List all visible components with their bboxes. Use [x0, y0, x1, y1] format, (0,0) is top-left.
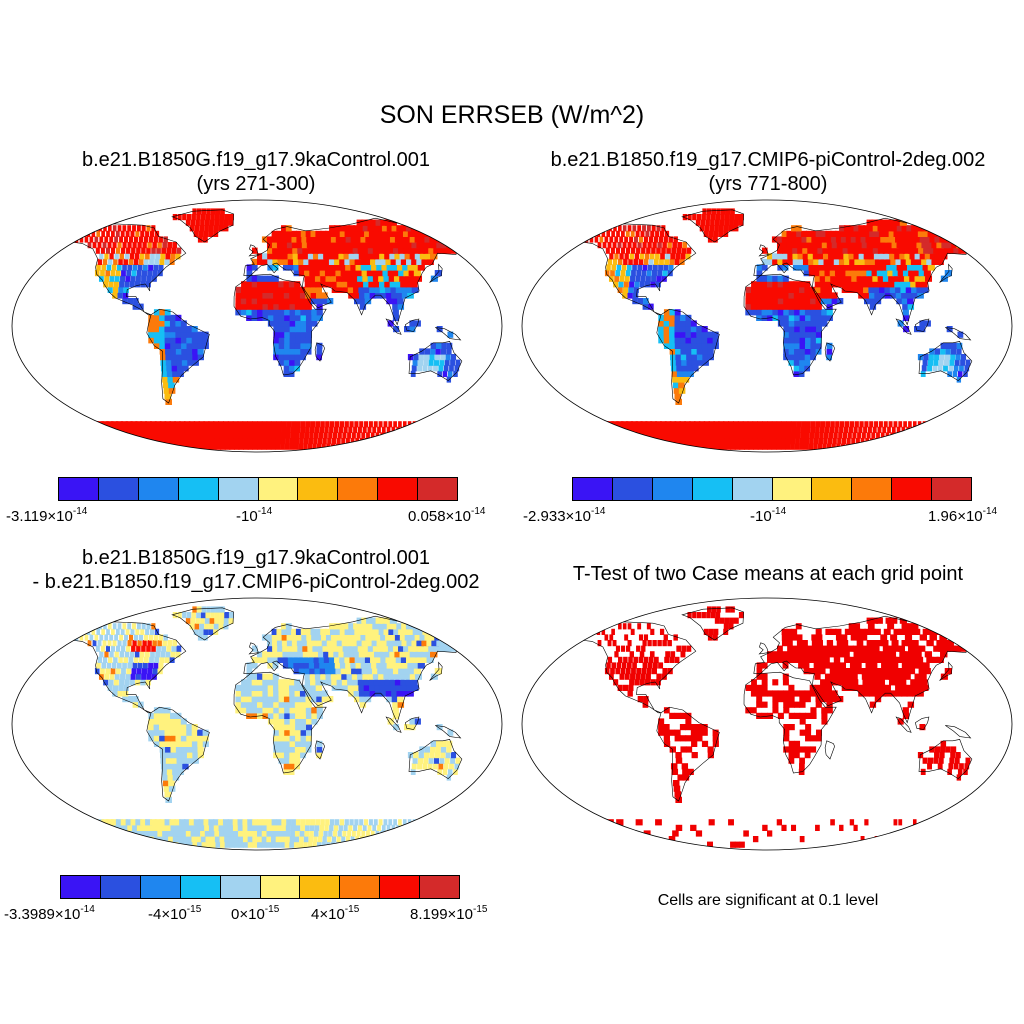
colorbar-swatch	[338, 478, 379, 500]
colorbar-swatch	[220, 876, 261, 898]
colorbar-swatch	[300, 876, 341, 898]
panel-d-title: T-Test of two Case means at each grid po…	[572, 563, 964, 585]
panel-b-title-line2: (yrs 771-800)	[708, 173, 828, 195]
colorbar-swatch	[692, 478, 733, 500]
panel-a-title: b.e21.B1850G.f19_g17.9kaControl.001 (yrs…	[0, 148, 512, 196]
cbar-b-mid-label: -10-14	[750, 506, 787, 525]
colorbar-swatch	[573, 478, 613, 500]
cbar-c-label-4: 4×10-15	[311, 904, 360, 923]
colorbar-c	[60, 875, 460, 899]
colorbar-swatch	[852, 478, 893, 500]
cbar-c-label-3: 0×10-15	[231, 904, 280, 923]
cbar-b-max-label: 1.96×10-14	[928, 506, 998, 525]
map-panel-a	[11, 199, 503, 453]
colorbar-swatch	[812, 478, 853, 500]
colorbar-swatch	[420, 876, 460, 898]
colorbar-swatch	[892, 478, 933, 500]
colorbar-a	[58, 477, 458, 501]
figure-title: SON ERRSEB (W/m^2)	[379, 101, 645, 129]
panel-c-title-line2: - b.e21.B1850.f19_g17.CMIP6-piControl-2d…	[32, 571, 480, 593]
colorbar-swatch	[612, 478, 653, 500]
panel-b-title-line1: b.e21.B1850.f19_g17.CMIP6-piControl-2deg…	[550, 149, 986, 171]
map-panel-c	[11, 597, 503, 851]
map-panel-d	[521, 597, 1013, 851]
cbar-b-min-label: -2.933×10-14	[523, 506, 606, 525]
cbar-c-label-2: -4×10-15	[148, 904, 202, 923]
panel-a-title-line1: b.e21.B1850G.f19_g17.9kaControl.001	[81, 149, 431, 171]
cbar-a-max-label: 0.058×10-14	[408, 506, 486, 525]
significance-note: Cells are significant at 0.1 level	[657, 892, 879, 909]
colorbar-swatch	[260, 876, 301, 898]
colorbar-swatch	[140, 876, 181, 898]
map-panel-b	[521, 199, 1013, 453]
colorbar-swatch	[98, 478, 139, 500]
colorbar-swatch	[932, 478, 972, 500]
colorbar-swatch	[340, 876, 381, 898]
colorbar-swatch	[418, 478, 458, 500]
colorbar-swatch	[652, 478, 693, 500]
colorbar-swatch	[380, 876, 421, 898]
colorbar-swatch	[59, 478, 99, 500]
colorbar-swatch	[772, 478, 813, 500]
panel-b-title: b.e21.B1850.f19_g17.CMIP6-piControl-2deg…	[512, 148, 1024, 196]
cbar-c-label-5: 8.199×10-15	[410, 904, 488, 923]
colorbar-swatch	[100, 876, 141, 898]
panel-c-title-line1: b.e21.B1850G.f19_g17.9kaControl.001	[81, 547, 431, 569]
colorbar-swatch	[378, 478, 419, 500]
cbar-a-mid-label: -10-14	[236, 506, 273, 525]
colorbar-swatch	[61, 876, 101, 898]
colorbar-swatch	[180, 876, 221, 898]
colorbar-swatch	[178, 478, 219, 500]
panel-a-title-line2: (yrs 271-300)	[196, 173, 316, 195]
colorbar-swatch	[138, 478, 179, 500]
colorbar-swatch	[298, 478, 339, 500]
panel-c-title: b.e21.B1850G.f19_g17.9kaControl.001 - b.…	[0, 546, 512, 594]
colorbar-swatch	[258, 478, 299, 500]
colorbar-swatch	[732, 478, 773, 500]
cbar-c-label-1: -3.3989×10-14	[4, 904, 95, 923]
cbar-a-min-label: -3.119×10-14	[6, 506, 88, 525]
colorbar-swatch	[218, 478, 259, 500]
colorbar-b	[572, 477, 972, 501]
